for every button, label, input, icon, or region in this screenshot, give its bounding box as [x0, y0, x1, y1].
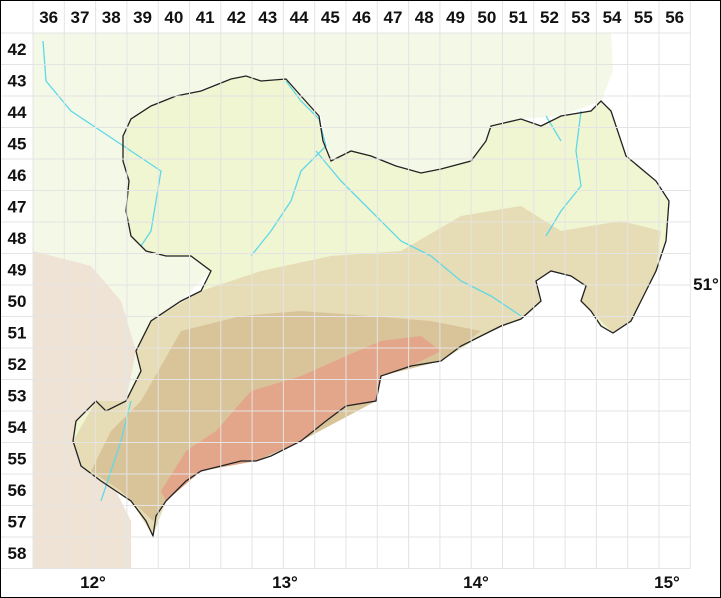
longitude-label: 12°: [80, 573, 106, 592]
column-label: 48: [415, 8, 434, 27]
river-spree: [545, 110, 582, 237]
column-label: 52: [540, 8, 559, 27]
row-label: 47: [8, 197, 27, 216]
column-label: 54: [603, 8, 622, 27]
column-label: 47: [383, 8, 402, 27]
row-label: 56: [8, 481, 27, 500]
outside-region-southwest: [33, 251, 136, 568]
column-label: 44: [290, 8, 309, 27]
column-label: 42: [227, 8, 246, 27]
column-label: 45: [321, 8, 340, 27]
column-label: 36: [39, 8, 58, 27]
row-label: 51: [8, 323, 27, 342]
grid-lines: [1, 1, 691, 569]
column-label: 38: [102, 8, 121, 27]
row-label: 46: [8, 166, 27, 185]
row-label: 55: [8, 449, 27, 468]
column-label: 51: [509, 8, 528, 27]
row-label: 50: [8, 292, 27, 311]
column-label: 41: [196, 8, 215, 27]
row-label: 43: [8, 71, 27, 90]
column-label: 50: [477, 8, 496, 27]
row-label: 49: [8, 260, 27, 279]
river-white-elster: [100, 400, 132, 502]
column-label: 37: [70, 8, 89, 27]
row-label: 45: [8, 134, 27, 153]
column-label: 40: [164, 8, 183, 27]
column-label: 56: [665, 8, 684, 27]
column-label: 39: [133, 8, 152, 27]
mountains-zone: [161, 336, 441, 501]
grid-labels: 36 37 38 39 40 41 42 43 44 45 46 47 48 49 50 51 52 53 54 55…: [8, 8, 720, 592]
outside-region-north: [33, 33, 613, 461]
column-label: 55: [634, 8, 653, 27]
column-label: 43: [258, 8, 277, 27]
longitude-label: 15°: [654, 573, 680, 592]
column-label: 49: [446, 8, 465, 27]
row-label: 58: [8, 544, 27, 563]
row-label: 52: [8, 355, 27, 374]
river-saale: [42, 40, 162, 247]
column-label: 46: [352, 8, 371, 27]
background-regions: [33, 33, 613, 568]
row-label: 48: [8, 229, 27, 248]
column-label: 53: [571, 8, 590, 27]
river-neisse: [545, 115, 562, 142]
row-label: 53: [8, 386, 27, 405]
row-label: 54: [8, 418, 27, 437]
row-label: 57: [8, 512, 27, 531]
longitude-label: 14°: [463, 573, 489, 592]
longitude-label: 13°: [272, 573, 298, 592]
row-label: 42: [8, 40, 27, 59]
row-label: 44: [8, 103, 27, 122]
latitude-label: 51°: [693, 275, 719, 294]
